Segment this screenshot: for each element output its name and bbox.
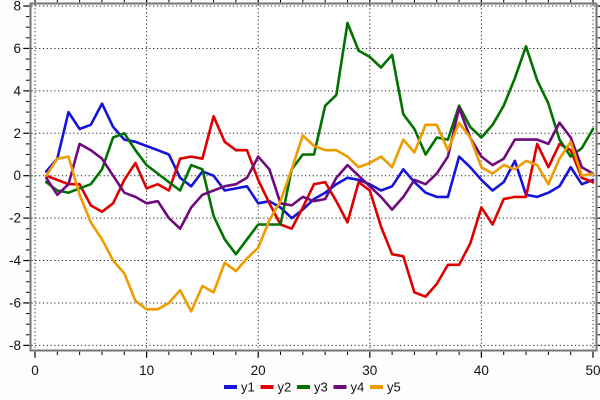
series-y3-line [44,21,595,256]
legend-label-y4: y4 [351,380,365,395]
y-axis-tick-label: 4 [13,83,21,98]
series-y5-line [44,121,595,313]
series-y4-line [44,106,595,230]
x-axis-tick-label: 20 [251,363,266,378]
x-axis-tick-label: 0 [31,363,39,378]
series-y1-line [44,102,595,220]
series-y2-line [44,115,595,298]
x-axis-tick-label: 50 [585,363,600,378]
y-axis-tick-label: -4 [9,253,21,268]
x-axis-tick-label: 40 [474,363,489,378]
x-axis-tick-label: 10 [139,363,154,378]
legend-label-y1: y1 [241,380,255,395]
legend-label-y5: y5 [387,380,401,395]
y-axis-tick-label: -6 [9,295,21,310]
y-axis-tick-label: -8 [9,338,21,353]
plot-border [29,2,598,352]
y-axis-tick-label: 0 [13,168,21,183]
legend-label-y2: y2 [278,380,292,395]
y-axis-tick-label: 2 [13,126,21,141]
y-axis-tick-label: -2 [9,211,21,226]
y-axis-tick-label: 6 [13,41,21,56]
y-axis-tick-label: 8 [13,0,21,14]
legend-label-y3: y3 [314,380,328,395]
x-axis-tick-label: 30 [362,363,377,378]
